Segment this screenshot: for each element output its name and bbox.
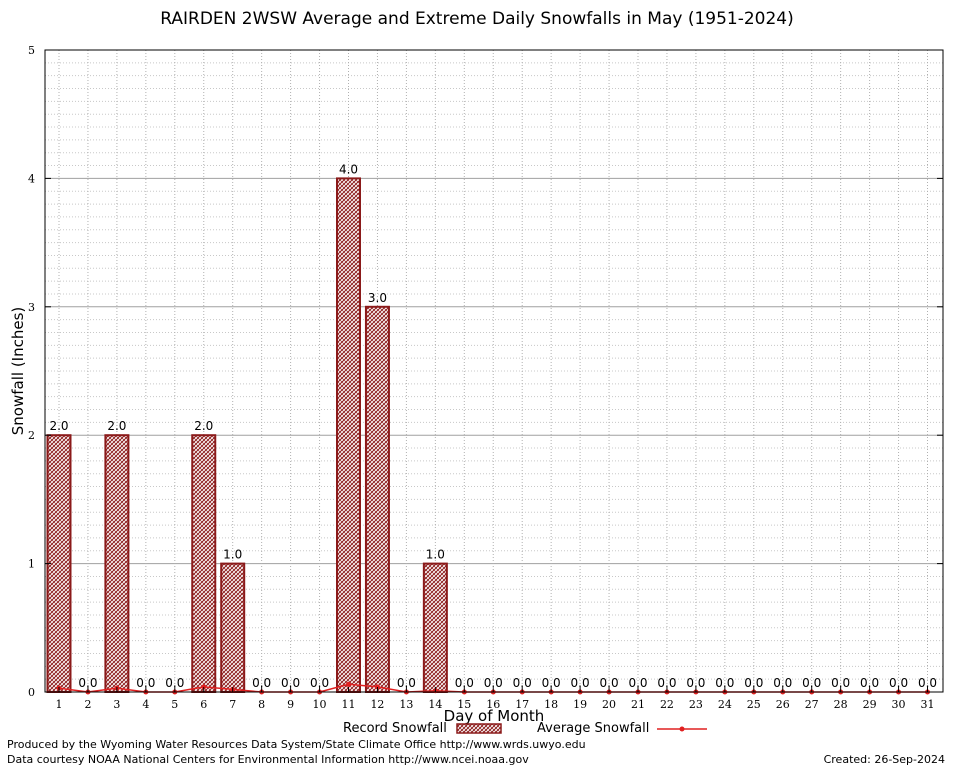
bar-value-label: 0.0 [78, 676, 97, 690]
footer-created: Created: 26-Sep-2024 [823, 753, 945, 766]
x-tick-label: 8 [258, 698, 265, 711]
record-bar [220, 562, 246, 693]
y-tick-label: 3 [28, 301, 35, 314]
x-tick-label: 31 [921, 698, 935, 711]
footer-produced-by: Produced by the Wyoming Water Resources … [7, 738, 586, 751]
x-tick-label: 29 [863, 698, 877, 711]
x-tick-label: 17 [515, 698, 529, 711]
bar-value-label: 0.0 [281, 676, 300, 690]
x-tick-label: 2 [84, 698, 91, 711]
legend-record-swatch [456, 723, 502, 734]
bar-value-label: 0.0 [513, 676, 532, 690]
y-tick-label: 1 [28, 558, 35, 571]
bar-value-label: 4.0 [339, 162, 358, 176]
x-tick-label: 27 [805, 698, 819, 711]
bar-value-label: 1.0 [426, 548, 445, 562]
x-tick-label: 13 [399, 698, 413, 711]
bar-value-label: 0.0 [136, 676, 155, 690]
bar-value-label: 0.0 [571, 676, 590, 690]
x-tick-label: 11 [342, 698, 356, 711]
x-tick-label: 23 [689, 698, 703, 711]
x-tick-label: 6 [200, 698, 207, 711]
x-tick-label: 4 [142, 698, 149, 711]
x-tick-label: 5 [171, 698, 178, 711]
bar-value-label: 2.0 [194, 419, 213, 433]
legend [456, 723, 707, 734]
footer-data-courtesy: Data courtesy NOAA National Centers for … [7, 753, 529, 766]
average-point [201, 684, 207, 690]
bar-value-label: 0.0 [165, 676, 184, 690]
x-tick-label: 20 [602, 698, 616, 711]
bar-value-label: 0.0 [715, 676, 734, 690]
bar-value-label: 0.0 [600, 676, 619, 690]
bar-value-label: 0.0 [802, 676, 821, 690]
y-tick-label: 2 [28, 429, 35, 442]
bar-value-label: 0.0 [310, 676, 329, 690]
legend-average-marker [679, 726, 685, 732]
bar-value-label: 0.0 [484, 676, 503, 690]
record-bar [104, 434, 130, 693]
x-tick-label: 3 [113, 698, 120, 711]
bar-value-label: 1.0 [223, 548, 242, 562]
bar-value-label: 0.0 [918, 676, 937, 690]
x-tick-label: 26 [776, 698, 790, 711]
record-bar [364, 305, 390, 693]
x-tick-label: 25 [747, 698, 761, 711]
x-tick-label: 7 [229, 698, 236, 711]
bar-value-label: 2.0 [49, 419, 68, 433]
bar-value-label: 0.0 [542, 676, 561, 690]
record-bars [46, 177, 448, 693]
bar-value-labels: 2.0 0.0 2.0 0.0 0.0 2.0 1.0 0.0 0.0 0.0 4.0 3.0 0.0 1… [49, 162, 937, 690]
record-bar [336, 177, 361, 693]
average-point [346, 681, 351, 687]
x-tick-label: 18 [544, 698, 558, 711]
y-tick-label: 0 [28, 686, 35, 699]
bar-value-label: 0.0 [860, 676, 879, 690]
y-tick-label: 4 [28, 172, 35, 185]
bar-value-label: 2.0 [107, 419, 126, 433]
y-axis-label: Snowfall (Inches) [9, 307, 27, 435]
bar-value-label: 3.0 [368, 291, 387, 305]
record-bar [191, 434, 217, 693]
bar-value-label: 0.0 [744, 676, 763, 690]
x-tick-label: 15 [457, 698, 471, 711]
bar-value-label: 0.0 [686, 676, 705, 690]
y-tick-label: 5 [28, 44, 35, 57]
legend-average-label: Average Snowfall [537, 721, 650, 736]
x-tick-label: 9 [287, 698, 294, 711]
x-tick-label: 16 [486, 698, 500, 711]
x-tick-label: 24 [718, 698, 732, 711]
legend-record-label: Record Snowfall [343, 721, 447, 736]
x-tick-label: 10 [313, 698, 327, 711]
record-bar [422, 562, 448, 693]
x-tick-label: 30 [892, 698, 906, 711]
bar-value-label: 0.0 [455, 676, 474, 690]
x-axis-label: Day of Month [444, 707, 545, 725]
bar-value-label: 0.0 [773, 676, 792, 690]
x-tick-label: 14 [428, 698, 442, 711]
x-tick-label: 22 [660, 698, 674, 711]
chart-title: RAIRDEN 2WSW Average and Extreme Daily S… [160, 9, 794, 29]
x-tick-label: 12 [370, 698, 384, 711]
x-tick-label: 1 [56, 698, 63, 711]
bar-value-label: 0.0 [252, 676, 271, 690]
x-tick-label: 21 [631, 698, 645, 711]
bar-value-label: 0.0 [657, 676, 676, 690]
bar-value-label: 0.0 [831, 676, 850, 690]
bar-value-label: 0.0 [889, 676, 908, 690]
grid-lines [45, 50, 943, 692]
average-point [374, 684, 380, 690]
x-tick-label: 19 [573, 698, 587, 711]
bar-value-label: 0.0 [628, 676, 647, 690]
x-tick-label: 28 [834, 698, 848, 711]
plot-frame [44, 49, 944, 693]
bar-value-label: 0.0 [397, 676, 416, 690]
